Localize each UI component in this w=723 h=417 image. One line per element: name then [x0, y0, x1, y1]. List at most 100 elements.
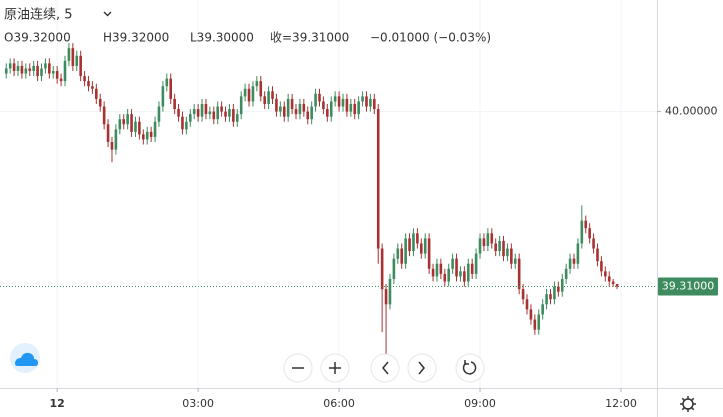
candle-body — [98, 98, 102, 107]
candle-body — [576, 243, 580, 264]
candle-body — [474, 253, 478, 274]
reset-button[interactable] — [455, 353, 485, 383]
candle-body — [490, 233, 494, 244]
candle-body — [8, 63, 12, 69]
scroll-right-circle[interactable] — [407, 353, 437, 383]
nav-buttons — [283, 353, 485, 383]
y-tick-label: 40.00000 — [665, 105, 718, 118]
settings-button[interactable] — [680, 396, 696, 412]
candle-body — [584, 220, 588, 229]
scroll-right-button[interactable] — [407, 353, 437, 383]
candle-body — [396, 248, 400, 259]
candle-body — [447, 268, 451, 282]
candle-body — [16, 65, 20, 72]
candle-body — [541, 304, 544, 315]
candle-body — [275, 98, 278, 112]
candle-body — [235, 114, 239, 122]
candle-body — [71, 48, 75, 66]
candle-body — [91, 86, 94, 89]
scroll-left-button[interactable] — [370, 353, 400, 383]
candle-body — [165, 78, 169, 87]
candle-body — [466, 263, 470, 282]
candle-body — [580, 220, 584, 244]
candle-body — [157, 106, 161, 122]
candle-body — [134, 121, 137, 132]
candle-body — [196, 109, 200, 117]
scroll-right-icon[interactable] — [418, 361, 425, 375]
candle-body — [345, 98, 349, 112]
candle-body — [87, 81, 90, 87]
reset-arrow[interactable] — [464, 360, 469, 365]
candle-body — [145, 131, 149, 140]
candle-body — [44, 63, 47, 69]
candle-body — [376, 109, 380, 249]
candle-body — [212, 111, 216, 120]
candle-body — [251, 86, 255, 102]
candle-body — [318, 93, 321, 102]
candle-body — [443, 273, 447, 282]
logo-cloud[interactable] — [15, 352, 38, 366]
candle-body — [95, 88, 98, 99]
candle-body — [310, 106, 313, 120]
candle-body — [271, 91, 274, 99]
candle-body — [32, 65, 35, 72]
scroll-left-circle[interactable] — [370, 353, 400, 383]
ohlc-legend: O39.32000 H39.32000 L39.30000 收=39.31000… — [4, 31, 491, 45]
candle-body — [200, 103, 204, 117]
candle-body — [400, 248, 404, 264]
candle-body — [498, 240, 501, 252]
logo-button[interactable] — [10, 343, 40, 373]
reset-circle[interactable] — [455, 353, 485, 383]
scroll-left-icon[interactable] — [382, 361, 389, 375]
candle-body — [506, 248, 509, 257]
candle-body — [604, 271, 607, 277]
settings-teeth[interactable] — [680, 396, 696, 412]
candle-body — [55, 71, 59, 79]
candle-body — [611, 281, 615, 285]
candle-body — [282, 106, 286, 117]
candle-body — [341, 98, 345, 107]
candle-body — [298, 103, 302, 115]
candle-body — [302, 103, 306, 112]
candle-body — [588, 228, 591, 239]
x-tick-label: 12:00 — [605, 397, 637, 410]
candle-body — [204, 103, 208, 115]
candle-body — [478, 238, 482, 254]
reset-icon[interactable] — [462, 361, 477, 375]
candle-body — [416, 233, 419, 244]
zoom-out-button[interactable] — [283, 353, 313, 383]
symbol-header[interactable]: 原油连续, 5 — [4, 7, 112, 23]
candle-body — [529, 309, 533, 320]
x-tick-label: 12 — [50, 397, 65, 410]
candle-body — [216, 106, 219, 120]
candle-body — [564, 268, 568, 279]
candle-body — [525, 299, 529, 310]
symbol-dropdown-icon[interactable] — [103, 11, 112, 17]
candle-body — [435, 263, 439, 277]
zoom-in-button[interactable] — [320, 353, 350, 383]
settings-ring[interactable] — [682, 398, 694, 410]
symbol-title[interactable]: 原油连续, 5 — [4, 7, 73, 23]
candle-body — [126, 114, 129, 125]
candle-body — [537, 314, 541, 330]
candle-body — [533, 319, 537, 330]
candle-body — [188, 114, 192, 122]
candle-body — [294, 109, 298, 115]
candle-body — [470, 263, 474, 274]
candle-body — [181, 116, 184, 130]
candle-body — [463, 271, 466, 282]
candle-body — [607, 276, 611, 282]
candle-body — [560, 278, 564, 292]
candle-body — [20, 65, 24, 74]
candle-body — [185, 121, 188, 130]
zoom-in-icon[interactable] — [329, 362, 341, 374]
candle-body — [326, 109, 329, 117]
candle-body — [263, 96, 266, 104]
candle-body — [553, 286, 556, 300]
candle-body — [138, 121, 141, 135]
candle-body — [130, 114, 133, 132]
candle-body — [459, 271, 462, 277]
candle-body — [4, 68, 8, 74]
candle-body — [28, 68, 32, 72]
candle-body — [384, 289, 388, 305]
